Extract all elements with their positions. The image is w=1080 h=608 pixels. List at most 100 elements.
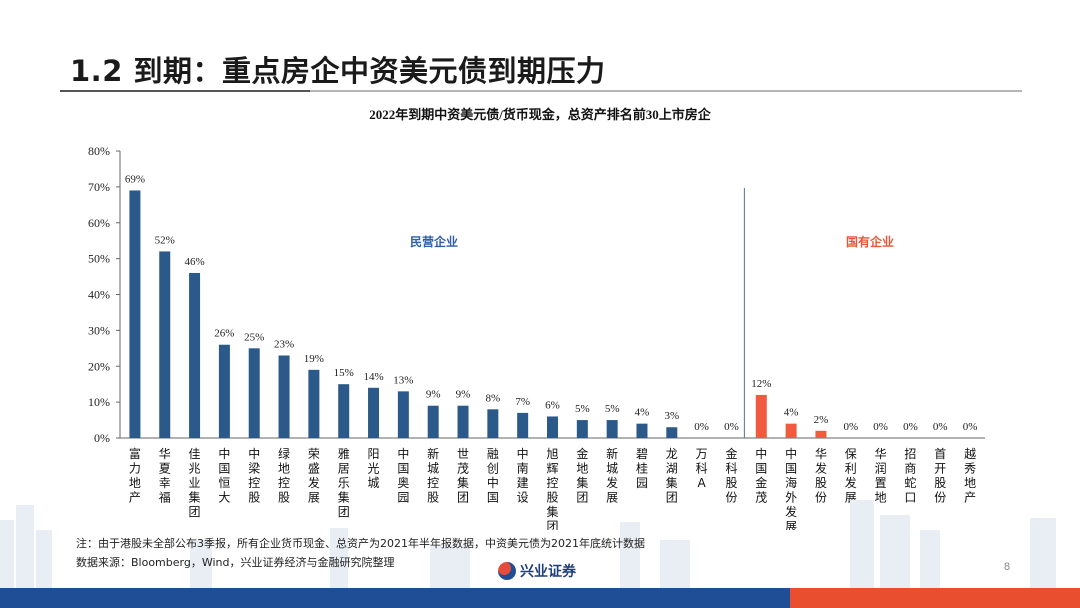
value-label: 3%	[664, 410, 679, 422]
y-tick-label: 0%	[94, 431, 110, 445]
bar	[278, 355, 290, 438]
category-label: 世茂集团	[457, 447, 469, 505]
bar	[606, 420, 618, 438]
category-label: 新城控股	[427, 446, 439, 505]
value-label: 52%	[155, 234, 175, 246]
category-label: 金科股份	[725, 446, 737, 505]
bar	[427, 405, 439, 438]
bar-chart: 2022年到期中资美元债/货币现金，总资产排名前30上市房企 0% 10% 20% 3…	[88, 107, 985, 530]
logo-emblem-icon	[498, 562, 516, 580]
bar	[517, 412, 529, 438]
value-label: 0%	[873, 421, 888, 433]
category-label: 中南建设	[517, 446, 529, 505]
value-label: 8%	[486, 392, 501, 404]
bar-series	[129, 190, 827, 438]
category-label: 荣盛发展	[308, 447, 320, 505]
category-label: 中梁控股	[248, 446, 260, 505]
y-tick-label: 70%	[88, 180, 110, 194]
bar	[159, 251, 171, 438]
bar	[308, 369, 320, 438]
category-label: 龙湖集团	[666, 447, 678, 505]
category-label: 融创中国	[487, 447, 499, 505]
bar	[576, 420, 588, 438]
y-axis: 0% 10% 20% 30% 40% 50% 60% 70% 80%	[88, 144, 985, 445]
category-label: 中国金茂	[755, 446, 767, 505]
bar	[666, 427, 678, 438]
value-label: 0%	[724, 421, 739, 433]
value-label: 4%	[635, 407, 650, 419]
category-label: 绿地控股	[278, 446, 290, 505]
chart-title: 2022年到期中资美元债/货币现金，总资产排名前30上市房企	[369, 107, 712, 122]
value-label: 15%	[334, 367, 354, 379]
category-label: 中国海外发展	[785, 446, 797, 530]
footer-bar-red	[790, 588, 1080, 608]
category-label: 首开股份	[934, 447, 946, 505]
category-label: 碧桂园	[636, 447, 648, 490]
y-tick-label: 80%	[88, 144, 110, 158]
bar	[338, 384, 350, 438]
bar	[487, 409, 499, 438]
bar	[457, 405, 469, 438]
category-label: 华发股份	[815, 447, 827, 505]
bar	[218, 344, 230, 438]
value-label: 0%	[903, 421, 918, 433]
value-labels: 69% 52% 46% 26% 25% 23% 19% 15% 14% 13% 9% 9% 8% 7% 6%…	[125, 173, 978, 433]
slide-title: 1.2 到期：重点房企中资美元债到期压力	[70, 54, 606, 88]
bar	[815, 430, 827, 438]
y-tick-label: 60%	[88, 216, 110, 230]
value-label: 0%	[933, 421, 948, 433]
y-tick-label: 20%	[88, 359, 110, 373]
y-tick-label: 10%	[88, 395, 110, 409]
y-tick-label: 40%	[88, 288, 110, 302]
bar	[189, 272, 201, 438]
category-label: 富力地产	[129, 446, 141, 505]
value-label: 46%	[184, 256, 204, 268]
bar	[129, 190, 141, 438]
city-skyline-decoration	[0, 500, 1056, 588]
value-label: 19%	[304, 353, 324, 365]
bar	[547, 416, 558, 438]
category-label: 雅居乐集团	[338, 446, 350, 519]
value-label: 69%	[125, 173, 145, 185]
private-group-label: 民营企业	[410, 234, 458, 249]
category-label: 新城发展	[606, 446, 618, 505]
bar	[397, 391, 409, 438]
value-label: 25%	[244, 331, 264, 343]
category-label: 万科 A	[696, 447, 708, 490]
value-label: 23%	[274, 338, 294, 350]
category-label: 华润置地	[875, 447, 887, 505]
category-label: 华夏幸福	[159, 447, 171, 505]
category-label: 阳光城	[368, 447, 380, 490]
category-labels: 富力地产 华夏幸福 佳兆业集团 中国恒大 中梁控股 绿地控股 荣盛发展 雅居乐集团 阳光城 中国奥…	[129, 446, 976, 530]
page-number: 8	[1004, 561, 1011, 573]
category-label: 保利发展	[845, 447, 857, 505]
value-label: 26%	[214, 328, 234, 340]
title-divider-accent	[60, 90, 310, 92]
value-label: 5%	[605, 403, 620, 415]
category-label: 旭辉控股集团	[546, 447, 558, 530]
category-label: 金地集团	[576, 446, 588, 505]
company-logo: 兴业证券	[498, 561, 576, 581]
y-tick-label: 50%	[88, 252, 110, 266]
value-label: 13%	[393, 374, 413, 386]
category-label: 招商蛇口	[904, 447, 916, 505]
value-label: 0%	[963, 421, 978, 433]
value-label: 5%	[575, 403, 590, 415]
value-label: 9%	[456, 389, 471, 401]
y-tick-label: 30%	[88, 323, 110, 337]
bar	[755, 394, 767, 438]
category-label: 中国恒大	[218, 446, 230, 505]
value-label: 0%	[843, 421, 858, 433]
data-source: 数据来源：Bloomberg，Wind，兴业证券经济与金融研究院整理	[76, 556, 395, 569]
category-label: 越秀地产	[964, 447, 976, 505]
footer-bar-blue	[0, 588, 790, 608]
logo-text: 兴业证券	[520, 564, 576, 580]
value-label: 6%	[545, 399, 560, 411]
value-label: 9%	[426, 389, 441, 401]
value-label: 7%	[515, 396, 530, 408]
bar	[368, 387, 380, 438]
bar	[636, 423, 648, 438]
bar	[785, 423, 797, 438]
value-label: 12%	[751, 378, 771, 390]
bar	[248, 348, 260, 438]
